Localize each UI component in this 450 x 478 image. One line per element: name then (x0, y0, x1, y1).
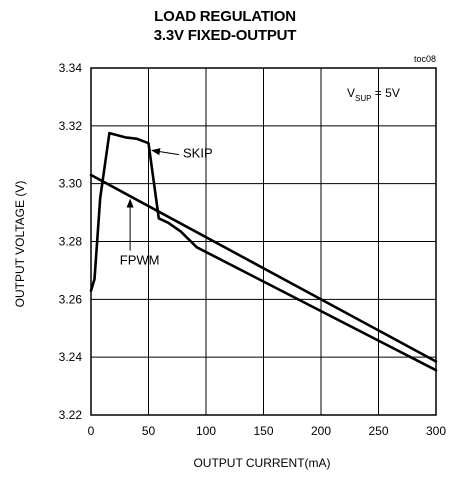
series-line-fpwm (89, 173, 438, 363)
grid-lines (90, 67, 437, 416)
y-tick-label: 3.28 (59, 235, 83, 249)
annotation-label-skip: SKIP (183, 146, 213, 161)
x-tick-label: 0 (88, 424, 95, 438)
series-line-skip (89, 131, 438, 372)
y-axis-label: OUTPUT VOLTAGE (V) (13, 181, 27, 308)
x-tick-label: 250 (368, 424, 388, 438)
series-lines (89, 131, 438, 372)
y-tick-label: 3.26 (59, 292, 83, 306)
tick-labels: 0 50 100 150 200 250 300 3.22 3.24 3.26 3.28 3.30 3.… (59, 61, 447, 438)
x-axis-label: OUTPUT CURRENT(mA) (193, 456, 330, 470)
y-tick-label: 3.30 (59, 177, 83, 191)
chart-subtitle: 3.3V FIXED-OUTPUT (153, 27, 297, 44)
x-tick-label: 200 (311, 424, 331, 438)
annotation-arrow-skip (151, 148, 180, 156)
x-tick-label: 100 (196, 424, 216, 438)
supply-condition-label: VSUP = 5V (347, 86, 400, 103)
plot-frame (90, 67, 437, 416)
y-tick-label: 3.24 (59, 350, 83, 364)
annotation-label-fpwm: FPWM (120, 253, 160, 268)
annotations: SKIP FPWM (120, 146, 213, 268)
x-tick-label: 150 (253, 424, 273, 438)
y-tick-label: 3.32 (59, 119, 83, 133)
x-tick-label: 300 (426, 424, 446, 438)
chart-title: LOAD REGULATION (154, 8, 296, 25)
figure-id-label: toc08 (414, 54, 436, 64)
y-tick-label: 3.22 (59, 408, 83, 422)
y-tick-label: 3.34 (59, 61, 83, 75)
x-tick-label: 50 (142, 424, 156, 438)
